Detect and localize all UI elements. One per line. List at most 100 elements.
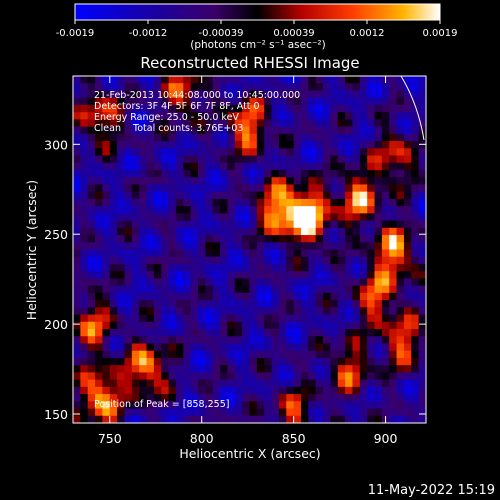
heatmap-cell bbox=[95, 401, 104, 410]
heatmap-cell bbox=[109, 126, 118, 135]
heatmap-cell bbox=[359, 112, 368, 120]
heatmap-cell bbox=[109, 365, 118, 373]
heatmap-cell bbox=[242, 242, 251, 251]
heatmap-cell bbox=[131, 343, 140, 352]
heatmap-cell bbox=[161, 365, 170, 373]
heatmap-cell bbox=[87, 191, 96, 200]
heatmap-cell bbox=[168, 394, 177, 402]
heatmap-cell bbox=[330, 191, 339, 200]
heatmap-cell bbox=[411, 394, 420, 402]
heatmap-cell bbox=[418, 162, 426, 171]
heatmap-cell bbox=[418, 213, 426, 222]
heatmap-cell bbox=[153, 112, 162, 120]
heatmap-cell bbox=[131, 357, 140, 366]
heatmap-cell bbox=[73, 148, 81, 157]
heatmap-cell bbox=[242, 148, 251, 157]
heatmap-cell bbox=[131, 365, 140, 373]
heatmap-cell bbox=[102, 386, 111, 395]
heatmap-cell bbox=[403, 191, 412, 200]
heatmap-cell bbox=[87, 386, 96, 395]
heatmap-cell bbox=[345, 300, 354, 308]
heatmap-cell bbox=[220, 76, 229, 84]
heatmap-cell bbox=[161, 97, 170, 106]
heatmap-cell bbox=[418, 300, 426, 308]
heatmap-cell bbox=[330, 220, 339, 229]
heatmap-cell bbox=[95, 242, 104, 251]
heatmap-cell bbox=[212, 394, 221, 402]
heatmap-cell bbox=[293, 256, 302, 265]
heatmap-cell bbox=[131, 379, 140, 388]
heatmap-cell bbox=[95, 184, 104, 193]
heatmap-cell bbox=[190, 350, 199, 359]
heatmap-cell bbox=[212, 162, 221, 171]
heatmap-cell bbox=[212, 155, 221, 164]
heatmap-cell bbox=[345, 83, 354, 92]
heatmap-cell bbox=[256, 249, 265, 258]
heatmap-cell bbox=[109, 141, 118, 149]
heatmap-cell bbox=[315, 357, 324, 366]
heatmap-cell bbox=[234, 394, 243, 402]
heatmap-cell bbox=[374, 198, 383, 207]
heatmap-cell bbox=[256, 162, 265, 171]
heatmap-cell bbox=[367, 307, 376, 316]
heatmap-cell bbox=[168, 220, 177, 229]
heatmap-cell bbox=[323, 329, 331, 337]
heatmap-cell bbox=[168, 285, 177, 294]
heatmap-cell bbox=[367, 133, 376, 142]
heatmap-cell bbox=[124, 256, 133, 265]
heatmap-cell bbox=[345, 249, 354, 258]
heatmap-cell bbox=[220, 350, 229, 359]
heatmap-cell bbox=[102, 292, 111, 301]
heatmap-cell bbox=[146, 300, 155, 308]
heatmap-cell bbox=[220, 394, 229, 402]
heatmap-cell bbox=[234, 104, 243, 113]
heatmap-cell bbox=[381, 198, 390, 207]
heatmap-cell bbox=[131, 329, 140, 337]
heatmap-cell bbox=[183, 162, 192, 171]
heatmap-cell bbox=[396, 329, 405, 337]
heatmap-cell bbox=[227, 169, 236, 178]
heatmap-cell bbox=[315, 227, 324, 236]
heatmap-cell bbox=[205, 206, 214, 214]
heatmap-cell bbox=[264, 191, 273, 200]
heatmap-cell bbox=[161, 76, 170, 84]
heatmap-cell bbox=[168, 119, 177, 128]
heatmap-cell bbox=[87, 213, 96, 222]
heatmap-cell bbox=[190, 76, 199, 84]
heatmap-cell bbox=[396, 141, 405, 149]
heatmap-cell bbox=[131, 177, 140, 186]
heatmap-cell bbox=[293, 386, 302, 395]
heatmap-cell bbox=[220, 227, 229, 236]
heatmap-cell bbox=[168, 372, 177, 381]
heatmap-cell bbox=[73, 133, 81, 142]
heatmap-cell bbox=[300, 227, 309, 236]
heatmap-cell bbox=[293, 191, 302, 200]
heatmap-cell bbox=[389, 307, 398, 316]
heatmap-cell bbox=[109, 184, 118, 193]
heatmap-cell bbox=[264, 307, 273, 316]
heatmap-cell bbox=[278, 249, 287, 258]
heatmap-cell bbox=[315, 220, 324, 229]
heatmap-cell bbox=[345, 213, 354, 222]
heatmap-cell bbox=[256, 83, 265, 92]
heatmap-cell bbox=[242, 133, 251, 142]
heatmap-cell bbox=[308, 141, 317, 149]
heatmap-cell bbox=[323, 112, 331, 120]
heatmap-cell bbox=[323, 321, 331, 330]
heatmap-cell bbox=[374, 263, 383, 272]
heatmap-cell bbox=[183, 213, 192, 222]
heatmap-cell bbox=[271, 401, 280, 410]
heatmap-cell bbox=[389, 357, 398, 366]
heatmap-cell bbox=[396, 198, 405, 207]
heatmap-cell bbox=[234, 112, 243, 120]
heatmap-cell bbox=[264, 227, 273, 236]
heatmap-cell bbox=[205, 112, 214, 120]
heatmap-cell bbox=[374, 177, 383, 186]
heatmap-cell bbox=[183, 133, 192, 142]
heatmap-cell bbox=[73, 307, 81, 316]
heatmap-cell bbox=[109, 83, 118, 92]
heatmap-cell bbox=[109, 162, 118, 171]
heatmap-cell bbox=[124, 401, 133, 410]
heatmap-cell bbox=[227, 141, 236, 149]
heatmap-cell bbox=[87, 155, 96, 164]
